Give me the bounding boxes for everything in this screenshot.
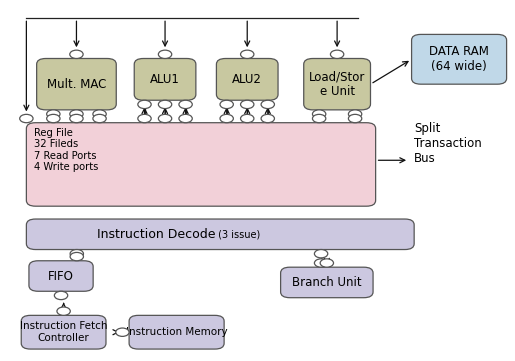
- FancyBboxPatch shape: [21, 316, 106, 349]
- Circle shape: [159, 50, 171, 58]
- Text: DATA RAM
(64 wide): DATA RAM (64 wide): [429, 45, 489, 73]
- Circle shape: [220, 100, 233, 109]
- Text: Instruction Memory: Instruction Memory: [126, 327, 228, 337]
- Circle shape: [349, 114, 362, 123]
- Text: FIFO: FIFO: [48, 270, 74, 283]
- Circle shape: [261, 100, 274, 109]
- Circle shape: [55, 291, 67, 300]
- FancyBboxPatch shape: [29, 261, 93, 291]
- Circle shape: [70, 110, 83, 118]
- Circle shape: [20, 114, 33, 123]
- Circle shape: [220, 114, 233, 123]
- Circle shape: [70, 252, 83, 261]
- FancyBboxPatch shape: [216, 58, 278, 100]
- Text: Instruction Fetch
Controller: Instruction Fetch Controller: [20, 321, 107, 343]
- Text: Branch Unit: Branch Unit: [292, 276, 362, 289]
- Text: Mult. MAC: Mult. MAC: [47, 78, 106, 91]
- Circle shape: [241, 114, 254, 123]
- FancyBboxPatch shape: [26, 123, 375, 206]
- Text: ALU2: ALU2: [232, 73, 262, 86]
- Circle shape: [349, 110, 362, 118]
- Circle shape: [261, 114, 274, 123]
- Circle shape: [57, 307, 70, 316]
- Text: Reg File
32 Fileds
7 Read Ports
4 Write ports: Reg File 32 Fileds 7 Read Ports 4 Write …: [34, 127, 98, 172]
- Circle shape: [138, 100, 151, 109]
- Circle shape: [47, 110, 60, 118]
- Circle shape: [159, 114, 171, 123]
- Text: ALU1: ALU1: [150, 73, 180, 86]
- FancyBboxPatch shape: [281, 267, 373, 298]
- FancyBboxPatch shape: [26, 219, 414, 249]
- Circle shape: [179, 100, 192, 109]
- Circle shape: [241, 50, 254, 58]
- Text: Instruction Decode: Instruction Decode: [97, 228, 215, 241]
- FancyBboxPatch shape: [134, 58, 196, 100]
- Text: Split
Transaction
Bus: Split Transaction Bus: [414, 122, 482, 165]
- Circle shape: [331, 50, 344, 58]
- Circle shape: [179, 114, 192, 123]
- FancyBboxPatch shape: [411, 34, 507, 84]
- Circle shape: [320, 259, 334, 267]
- Text: Load/Stor
e Unit: Load/Stor e Unit: [309, 70, 365, 98]
- Circle shape: [313, 114, 326, 123]
- Circle shape: [70, 50, 83, 58]
- Circle shape: [313, 110, 326, 118]
- FancyBboxPatch shape: [304, 58, 370, 110]
- Circle shape: [70, 114, 83, 123]
- Circle shape: [159, 100, 171, 109]
- Circle shape: [47, 114, 60, 123]
- Circle shape: [116, 328, 129, 336]
- Circle shape: [241, 100, 254, 109]
- Circle shape: [93, 110, 106, 118]
- Circle shape: [93, 114, 106, 123]
- FancyBboxPatch shape: [129, 316, 224, 349]
- Circle shape: [315, 249, 328, 258]
- Circle shape: [315, 259, 328, 267]
- FancyBboxPatch shape: [37, 58, 116, 110]
- Circle shape: [70, 249, 83, 258]
- Text: (3 issue): (3 issue): [215, 229, 261, 239]
- Circle shape: [138, 114, 151, 123]
